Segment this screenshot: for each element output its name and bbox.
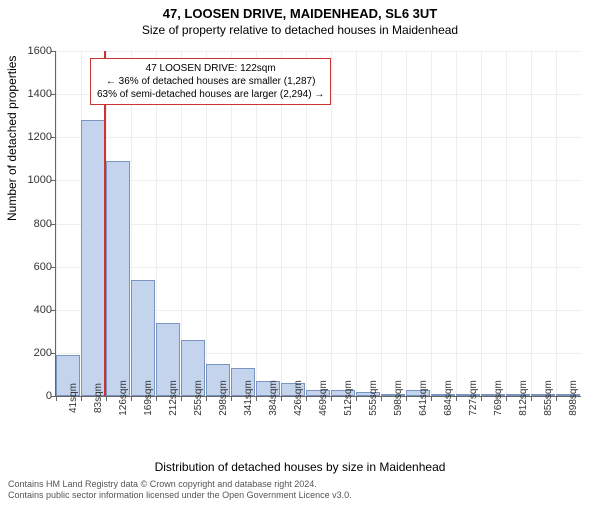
xtick-label: 855sqm [543, 380, 554, 416]
xtick-label: 41sqm [68, 383, 79, 413]
xtick-label: 341sqm [243, 380, 254, 416]
xtick-mark [231, 396, 232, 401]
xtick-label: 212sqm [168, 380, 179, 416]
xtick-label: 598sqm [393, 380, 404, 416]
xtick-label: 83sqm [93, 383, 104, 413]
xtick-label: 426sqm [293, 380, 304, 416]
xtick-mark [456, 396, 457, 401]
ytick-label: 800 [12, 218, 52, 230]
xtick-label: 727sqm [468, 380, 479, 416]
property-info-box: 47 LOOSEN DRIVE: 122sqm← 36% of detached… [90, 58, 331, 105]
page-subtitle: Size of property relative to detached ho… [0, 23, 600, 37]
xtick-mark [506, 396, 507, 401]
xtick-mark [106, 396, 107, 401]
xtick-label: 298sqm [218, 380, 229, 416]
xtick-label: 769sqm [493, 380, 504, 416]
xtick-label: 512sqm [343, 380, 354, 416]
histogram-bar [131, 280, 155, 396]
xtick-mark [156, 396, 157, 401]
xtick-label: 384sqm [268, 380, 279, 416]
ytick-label: 200 [12, 347, 52, 359]
gridline-v [481, 51, 482, 396]
x-axis-label: Distribution of detached houses by size … [0, 460, 600, 474]
gridline-v [531, 51, 532, 396]
xtick-label: 684sqm [443, 380, 454, 416]
xtick-label: 641sqm [418, 380, 429, 416]
ytick-label: 0 [12, 390, 52, 402]
xtick-mark [306, 396, 307, 401]
xtick-mark [481, 396, 482, 401]
xtick-label: 255sqm [193, 380, 204, 416]
ytick-label: 1000 [12, 174, 52, 186]
xtick-mark [281, 396, 282, 401]
xtick-label: 555sqm [368, 380, 379, 416]
xtick-mark [356, 396, 357, 401]
ytick-label: 1400 [12, 88, 52, 100]
xtick-mark [406, 396, 407, 401]
xtick-mark [81, 396, 82, 401]
xtick-label: 169sqm [143, 380, 154, 416]
gridline-h [56, 51, 581, 52]
gridline-h [56, 224, 581, 225]
info-box-line: 47 LOOSEN DRIVE: 122sqm [97, 62, 324, 75]
xtick-mark [131, 396, 132, 401]
xtick-mark [556, 396, 557, 401]
gridline-v [506, 51, 507, 396]
gridline-v [356, 51, 357, 396]
xtick-label: 469sqm [318, 380, 329, 416]
xtick-mark [206, 396, 207, 401]
xtick-mark [256, 396, 257, 401]
xtick-label: 898sqm [568, 380, 579, 416]
gridline-h [56, 137, 581, 138]
footer-line-2: Contains public sector information licen… [8, 490, 592, 502]
ytick-label: 1600 [12, 45, 52, 57]
ytick-label: 400 [12, 304, 52, 316]
xtick-label: 812sqm [518, 380, 529, 416]
xtick-mark [331, 396, 332, 401]
ytick-label: 1200 [12, 131, 52, 143]
gridline-h [56, 180, 581, 181]
xtick-mark [431, 396, 432, 401]
gridline-v [406, 51, 407, 396]
xtick-mark [531, 396, 532, 401]
gridline-h [56, 267, 581, 268]
gridline-v [431, 51, 432, 396]
info-box-line: 63% of semi-detached houses are larger (… [97, 88, 324, 101]
info-box-line: ← 36% of detached houses are smaller (1,… [97, 75, 324, 88]
xtick-mark [56, 396, 57, 401]
xtick-mark [181, 396, 182, 401]
page-title: 47, LOOSEN DRIVE, MAIDENHEAD, SL6 3UT [0, 6, 600, 21]
xtick-label: 126sqm [118, 380, 129, 416]
histogram-bar [106, 161, 130, 396]
histogram-bar [81, 120, 105, 396]
gridline-v [56, 51, 57, 396]
gridline-v [556, 51, 557, 396]
footer-line-1: Contains HM Land Registry data © Crown c… [8, 479, 592, 491]
ytick-label: 600 [12, 261, 52, 273]
xtick-mark [381, 396, 382, 401]
gridline-v [456, 51, 457, 396]
footer-attribution: Contains HM Land Registry data © Crown c… [8, 479, 592, 502]
gridline-v [381, 51, 382, 396]
